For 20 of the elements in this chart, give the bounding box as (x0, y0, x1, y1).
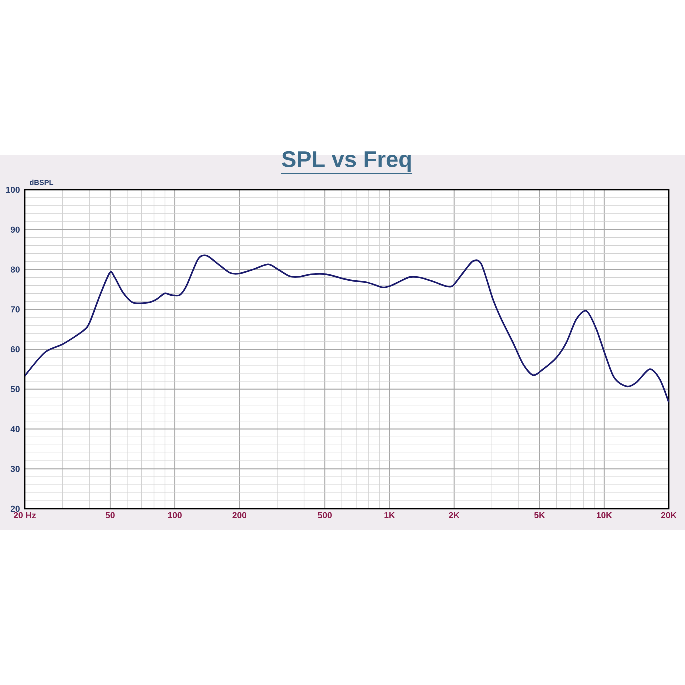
x-tick-label: 5K (534, 512, 546, 518)
y-tick-label: 60 (10, 346, 20, 353)
x-tick-label: 1K (384, 512, 396, 518)
y-tick-label: 50 (10, 386, 20, 392)
y-tick-label: 20 (10, 506, 20, 512)
y-tick-label: 90 (10, 226, 20, 233)
y-tick-label: 80 (10, 266, 20, 273)
x-tick-label: 20 Hz (14, 512, 36, 519)
x-tick-label: 20K (661, 512, 677, 519)
x-tick-label: 2K (449, 512, 460, 518)
x-tick-label: 100 (168, 512, 182, 519)
x-tick-label: 10K (596, 512, 612, 519)
x-tick-label: 50 (106, 512, 115, 519)
y-tick-label: 70 (11, 306, 20, 313)
x-tick-label: 200 (232, 512, 247, 519)
y-tick-label: 40 (10, 426, 20, 432)
chart-title: SPL vs Freq (282, 151, 411, 172)
x-tick-label: 500 (318, 512, 332, 519)
y-tick-label: 30 (10, 466, 20, 472)
y-tick-label: 100 (6, 186, 20, 194)
